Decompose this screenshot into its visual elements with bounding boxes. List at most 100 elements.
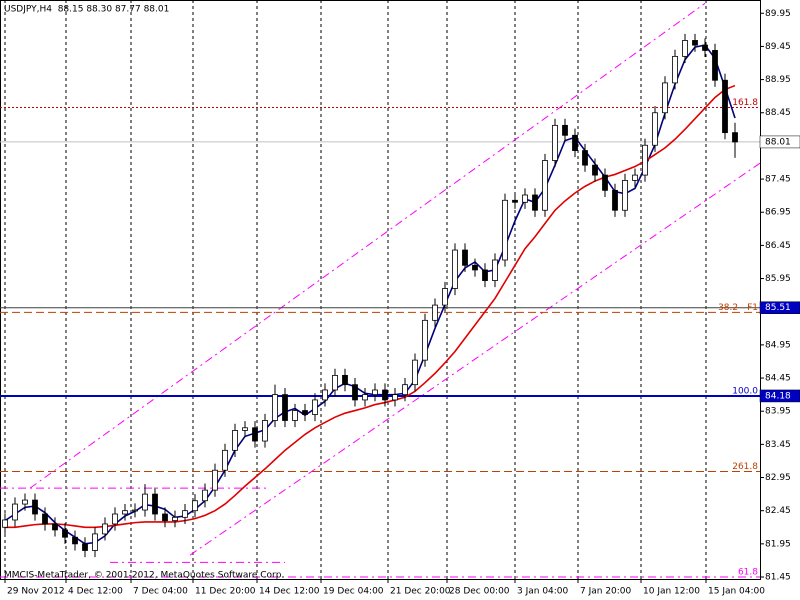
candle-body xyxy=(482,269,488,281)
candle-body xyxy=(422,319,428,361)
candle-body xyxy=(122,510,128,515)
y-tick-label: 83.45 xyxy=(765,440,791,450)
candle-body xyxy=(552,124,558,161)
y-tick-label: 81.95 xyxy=(765,539,791,549)
candle-body xyxy=(492,259,498,281)
candle-body xyxy=(282,394,288,421)
candle-body xyxy=(432,304,438,321)
candle-body xyxy=(242,427,248,431)
trend-line xyxy=(29,2,706,489)
y-tick-label: 84.45 xyxy=(765,374,791,384)
level-label: 61.8 xyxy=(738,568,758,578)
candle-body xyxy=(622,179,628,211)
candle-body xyxy=(442,288,448,306)
candle-body xyxy=(352,384,358,401)
candle-body xyxy=(602,174,608,191)
price-box xyxy=(759,301,800,314)
trend-line xyxy=(189,162,761,556)
candle-body xyxy=(82,543,88,551)
candle-body xyxy=(182,510,188,518)
y-tick-label: 87.45 xyxy=(765,175,791,185)
candle-body xyxy=(262,420,268,442)
price-box xyxy=(759,389,800,403)
level-label: 100.0 xyxy=(732,386,758,396)
y-tick-label: 86.95 xyxy=(765,208,791,218)
level-label: 161.8 xyxy=(732,98,758,108)
candle-body xyxy=(212,469,218,491)
price-box xyxy=(759,135,800,149)
x-tick-label: 3 Jan 04:00 xyxy=(517,587,569,597)
candle-body xyxy=(132,509,138,512)
y-tick-label: 86.45 xyxy=(765,241,791,251)
candle-body xyxy=(632,174,638,181)
candle-body xyxy=(292,410,298,421)
candle-body xyxy=(312,399,318,415)
indicator-line xyxy=(4,44,736,545)
y-tick-label: 85.95 xyxy=(765,274,791,284)
level-label: 38.2 - F1 xyxy=(718,303,758,313)
watermark: MMCIS-MetaTrader, © 2001-2012, MetaQuote… xyxy=(4,571,284,581)
candle-body xyxy=(392,394,398,401)
x-tick-label: 21 Dec 20:00 xyxy=(390,587,451,597)
x-tick-label: 29 Nov 2012 xyxy=(7,587,65,597)
level-label: 261.8 xyxy=(732,462,758,472)
candle-body xyxy=(152,493,158,515)
candle-body xyxy=(462,249,468,266)
candle-body xyxy=(452,249,458,289)
x-tick-label: 14 Dec 12:00 xyxy=(259,587,320,597)
candle-body xyxy=(532,194,538,211)
candle-body xyxy=(412,359,418,386)
candle-body xyxy=(562,124,568,136)
candle-body xyxy=(62,529,68,538)
candle-body xyxy=(202,489,208,502)
x-tick-label: 28 Dec 00:00 xyxy=(449,587,510,597)
candle-body xyxy=(662,82,668,114)
candle-body xyxy=(302,410,308,415)
candle-body xyxy=(472,264,478,271)
indicator-line xyxy=(5,84,736,529)
candle-body xyxy=(382,389,388,401)
x-tick-label: 11 Dec 20:00 xyxy=(195,587,256,597)
candle-body xyxy=(612,189,618,211)
x-tick-label: 4 Dec 12:00 xyxy=(68,587,123,597)
x-tick-label: 10 Jan 12:00 xyxy=(643,587,700,597)
candle-body xyxy=(92,533,98,551)
candle-body xyxy=(692,40,698,46)
candle-body xyxy=(22,499,28,505)
chart-title: USDJPY,H4 88.15 88.30 87.77 88.01 xyxy=(4,5,169,15)
y-tick-label: 83.95 xyxy=(765,407,791,417)
candle-body xyxy=(402,384,408,396)
candle-body xyxy=(192,500,198,512)
candle-body xyxy=(42,513,48,525)
candle-body xyxy=(2,519,8,528)
x-tick-label: 7 Jan 20:00 xyxy=(580,587,632,597)
candle-body xyxy=(682,40,688,57)
plot-frame xyxy=(0,0,761,580)
candle-body xyxy=(672,55,678,84)
y-tick-label: 89.45 xyxy=(765,42,791,52)
candle-body xyxy=(112,513,118,525)
candle-body xyxy=(712,50,718,81)
y-tick-label: 82.45 xyxy=(765,506,791,516)
candle-body xyxy=(102,523,108,535)
candle-body xyxy=(272,394,278,421)
candle-body xyxy=(252,427,258,442)
y-tick-label: 88.45 xyxy=(765,108,791,118)
candle-body xyxy=(732,132,738,143)
price-box-label: 88.01 xyxy=(765,137,791,147)
candle-body xyxy=(512,199,518,203)
candle-body xyxy=(572,134,578,151)
candle-body xyxy=(592,164,598,176)
candle-body xyxy=(582,150,588,166)
candle-body xyxy=(172,516,178,522)
y-tick-label: 84.95 xyxy=(765,340,791,350)
candle-body xyxy=(502,199,508,261)
candle-body xyxy=(32,499,38,515)
candle-body xyxy=(372,389,378,396)
plot-area: 100.0 161.8 38.2 - F1 261.8 61.8 xyxy=(0,0,761,579)
candle-body xyxy=(332,374,338,391)
candle-body xyxy=(522,194,528,203)
candle-body xyxy=(12,503,18,521)
candle-body xyxy=(362,394,368,401)
candle-body xyxy=(232,430,238,451)
